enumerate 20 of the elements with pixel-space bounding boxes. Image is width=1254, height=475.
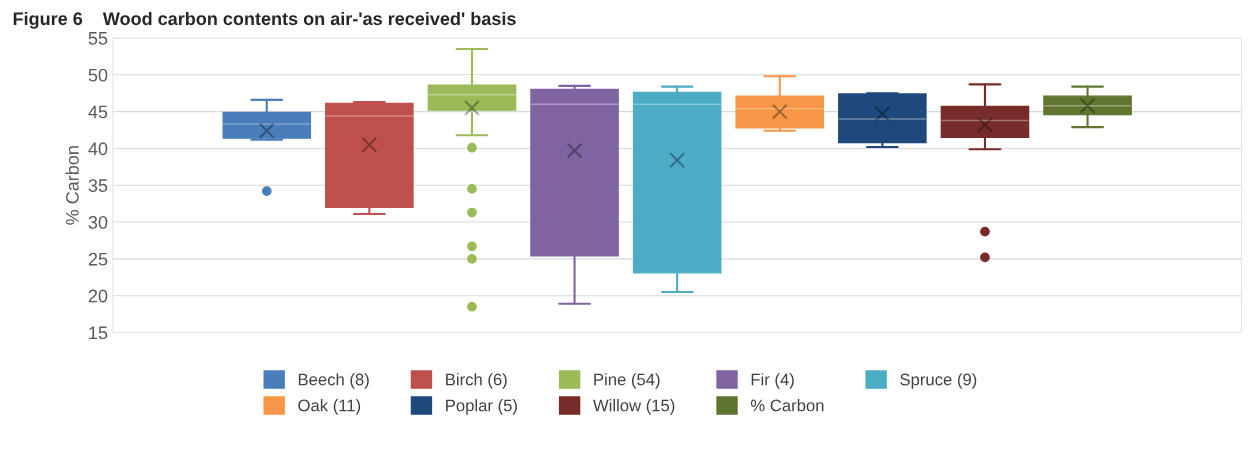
y-tick-label: 20 — [88, 289, 108, 303]
y-tick-label: 55 — [88, 32, 108, 45]
legend-label: Pine (54) — [594, 373, 660, 389]
chart-title: Figure 6 Wood carbon contents on air-'as received' basis — [13, 11, 516, 29]
y-axis-title: % Carbon — [65, 146, 79, 225]
y-tick-label: 30 — [88, 216, 108, 229]
y-tick-label: 40 — [88, 142, 108, 156]
y-tick-label: 50 — [88, 68, 108, 82]
y-tick-label: 45 — [88, 105, 108, 119]
legend-label: Fir (4) — [751, 373, 794, 389]
y-tick-label: 25 — [88, 252, 108, 266]
y-tick-label: 15 — [89, 326, 108, 340]
y-tick-label: 35 — [88, 179, 108, 192]
legend-label: % Carbon — [750, 399, 824, 412]
legend-label: Birch (6) — [446, 373, 507, 389]
legend-label: Beech (8) — [298, 373, 369, 389]
legend-label: Oak (11) — [298, 399, 361, 415]
legend-label: Willow (15) — [593, 399, 675, 415]
legend-label: Spruce (9) — [900, 373, 977, 389]
legend-label: Poplar (5) — [446, 399, 517, 415]
